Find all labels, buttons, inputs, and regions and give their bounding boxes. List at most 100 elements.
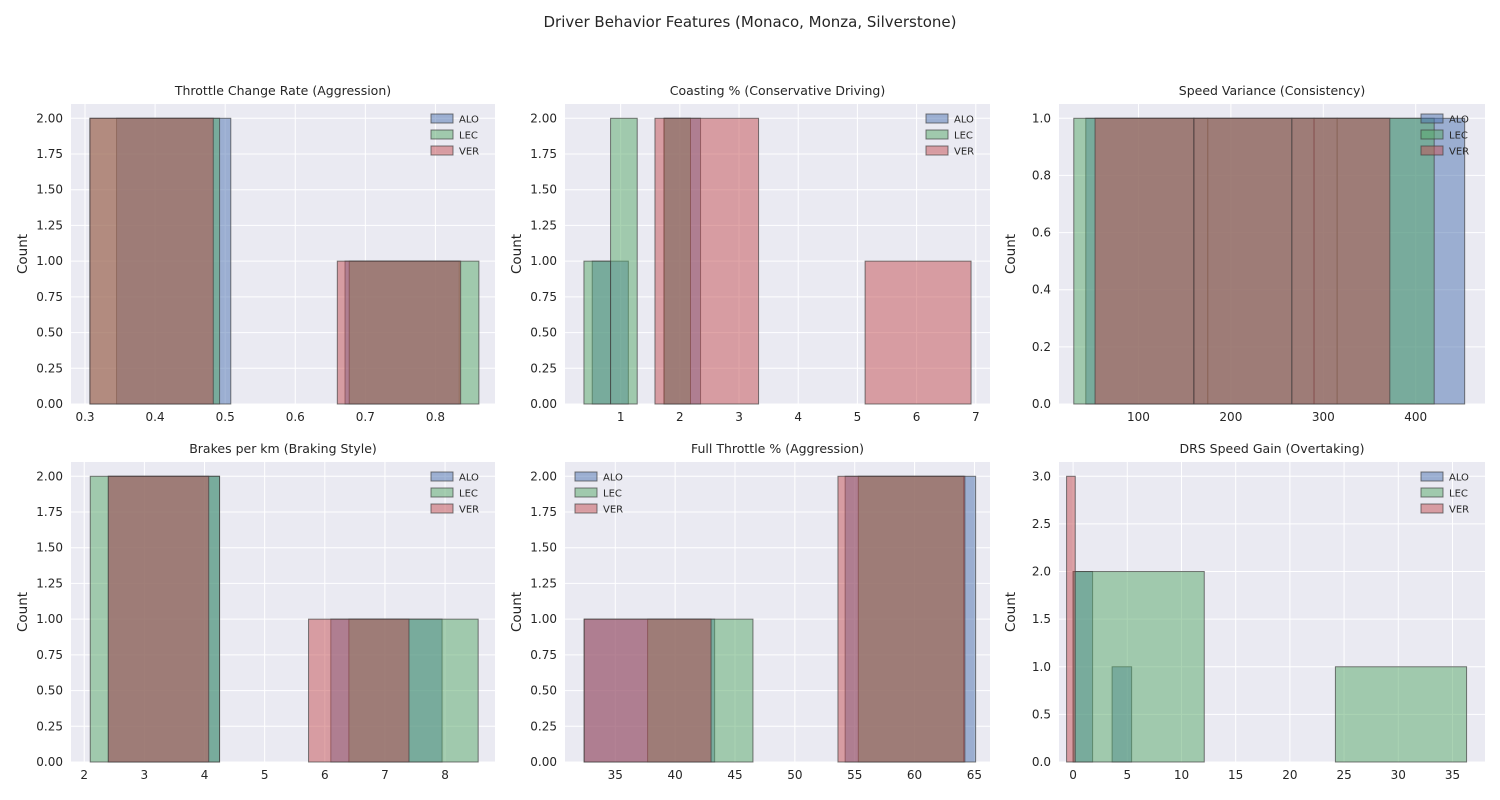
legend-swatch-lec [1420,487,1444,498]
legend: ALO LEC VER [574,471,623,516]
legend-label-alo: ALO [954,115,974,126]
y-tick-label: 0.00 [36,397,63,411]
y-axis-label: Count [15,592,31,632]
legend: ALO LEC VER [1420,113,1469,158]
histogram-bar-ver [89,117,214,405]
x-tick-label: 2 [80,768,88,782]
x-tick-label: 0.3 [75,410,94,424]
y-tick-label: 0.25 [36,361,63,375]
subplot-5: 35 40 45 50 55 60 65 0.00 0.25 0.50 0.75 1.00 1.25 1.… [509,441,990,782]
y-tick-label: 0.50 [530,684,557,698]
x-tick-label: 300 [1312,410,1335,424]
x-tick-label: 0.5 [216,410,235,424]
x-tick-label: 0.8 [426,410,445,424]
x-tick-label: 5 [854,410,862,424]
legend-swatch-alo [430,113,454,124]
y-tick-label: 2.0 [1032,565,1051,579]
y-tick-label: 0.75 [36,648,63,662]
legend-swatch-alo [1420,113,1444,124]
y-tick-label: 0.25 [530,719,557,733]
subplot-2: 1 2 3 4 5 6 7 0.00 0.25 0.50 0.75 1.00 1.25 1.50 1.75 2… [509,83,990,424]
legend-label-ver: VER [459,505,479,516]
subplot-title: Speed Variance (Consistency) [1179,83,1365,98]
subplot-1: 0.3 0.4 0.5 0.6 0.7 0.8 0.00 0.25 0.50 0.75 1.00 1.… [15,83,495,424]
histogram-bar-ver [654,117,760,405]
x-tick-label: 3 [735,410,743,424]
y-tick-label: 0.25 [530,361,557,375]
legend-label-ver: VER [1449,505,1469,516]
legend: ALO LEC VER [925,113,974,158]
y-tick-label: 0.75 [530,648,557,662]
x-tick-label: 7 [381,768,389,782]
subplot-6: 0 5 10 15 20 25 30 35 0.0 0.5 1.0 1.5 2.0 2.5 3.0 DRS S… [1003,441,1485,782]
x-tick-label: 6 [913,410,921,424]
x-tick-label: 3 [141,768,149,782]
x-tick-label: 400 [1404,410,1427,424]
x-tick-label: 0.4 [146,410,165,424]
y-tick-label: 1.25 [36,576,63,590]
subplot-title: Brakes per km (Braking Style) [189,441,377,456]
figure-title: Driver Behavior Features (Monaco, Monza,… [543,13,956,31]
histogram-bar-ver [1094,117,1195,405]
x-tick-label: 35 [1445,768,1460,782]
x-tick-label: 200 [1219,410,1242,424]
y-tick-label: 0.75 [36,290,63,304]
y-tick-label: 1.25 [530,576,557,590]
x-tick-label: 25 [1336,768,1351,782]
y-tick-label: 0.5 [1032,707,1051,721]
legend-swatch-alo [430,471,454,482]
y-tick-label: 0.4 [1032,283,1051,297]
y-tick-label: 1.75 [530,147,557,161]
y-tick-label: 0.50 [36,684,63,698]
y-tick-label: 0.0 [1032,397,1051,411]
legend-label-lec: LEC [603,489,622,500]
x-tick-label: 4 [201,768,209,782]
y-tick-label: 1.25 [530,218,557,232]
y-tick-label: 0.75 [530,290,557,304]
y-tick-label: 1.50 [530,541,557,555]
legend-swatch-alo [925,113,949,124]
y-tick-label: 1.75 [36,147,63,161]
y-axis-label: Count [1003,592,1019,632]
histogram-bar-lec [1334,666,1468,763]
y-tick-label: 1.00 [36,612,63,626]
y-tick-label: 1.50 [530,183,557,197]
x-tick-label: 60 [907,768,922,782]
subplot-title: Coasting % (Conservative Driving) [670,83,885,98]
histogram-bar-ver [837,475,966,763]
y-tick-label: 0.2 [1032,340,1051,354]
y-tick-label: 2.00 [530,111,557,125]
histogram-bar-lec [610,117,638,405]
legend-swatch-ver [430,145,454,156]
legend-swatch-alo [1420,471,1444,482]
histogram-bar-lec [1072,571,1205,763]
legend-swatch-lec [925,129,949,140]
x-tick-label: 5 [1123,768,1131,782]
x-tick-label: 4 [794,410,802,424]
legend-swatch-ver [574,503,598,514]
histogram-bar-lec [583,260,612,405]
legend-label-alo: ALO [459,473,479,484]
x-tick-label: 0.7 [356,410,375,424]
histogram-bar-ver [583,618,712,763]
y-tick-label: 0.00 [36,755,63,769]
x-tick-label: 15 [1228,768,1243,782]
y-axis-label: Count [509,234,525,274]
legend-swatch-ver [1420,503,1444,514]
legend-label-alo: ALO [603,473,623,484]
x-tick-label: 5 [261,768,269,782]
y-axis-label: Count [15,234,31,274]
y-tick-label: 2.00 [36,111,63,125]
histogram-bar-ver [1066,475,1076,763]
histogram-bar-ver [336,260,462,405]
legend-label-lec: LEC [954,131,973,142]
histogram-bar-ver [1291,117,1391,405]
legend: ALO LEC VER [430,471,479,516]
y-tick-label: 0.8 [1032,168,1051,182]
y-tick-label: 1.00 [36,254,63,268]
legend-swatch-alo [574,471,598,482]
legend-label-alo: ALO [459,115,479,126]
y-tick-label: 1.75 [530,505,557,519]
legend-label-lec: LEC [459,131,478,142]
